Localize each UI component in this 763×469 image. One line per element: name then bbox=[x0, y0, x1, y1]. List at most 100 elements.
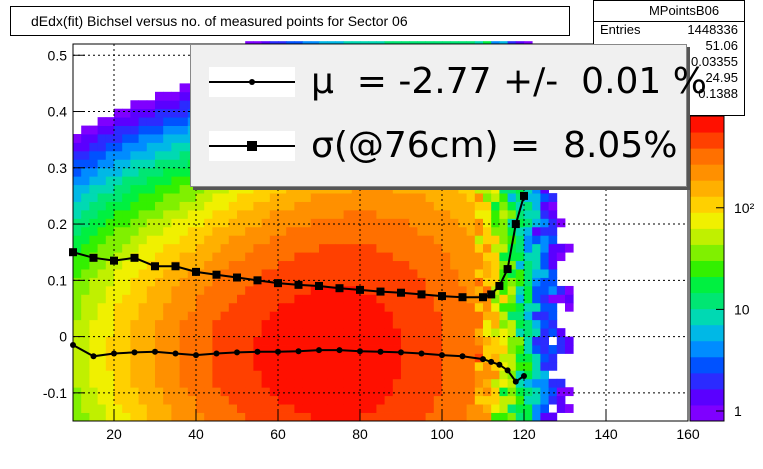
series-marker-sigma bbox=[458, 293, 467, 302]
heatmap-cell bbox=[163, 176, 172, 186]
heatmap-cell bbox=[138, 387, 148, 397]
heatmap-cell bbox=[548, 353, 558, 363]
chart-title: dEdx(fit) Bichsel versus no. of measured… bbox=[10, 6, 570, 36]
heatmap-cell bbox=[155, 395, 164, 405]
heatmap-cell bbox=[392, 387, 402, 397]
heatmap-cell bbox=[171, 345, 180, 354]
heatmap-cell bbox=[401, 361, 410, 371]
heatmap-cell bbox=[261, 184, 271, 194]
stats-value: 51.06 bbox=[705, 38, 738, 53]
heatmap-cell bbox=[278, 277, 287, 287]
heatmap-cell bbox=[81, 201, 90, 211]
heatmap-cell bbox=[466, 285, 476, 295]
series-marker-sigma bbox=[503, 265, 512, 274]
heatmap-cell bbox=[212, 353, 221, 363]
heatmap-cell bbox=[351, 353, 361, 363]
heatmap-cell bbox=[73, 184, 82, 194]
heatmap-cell bbox=[228, 269, 238, 278]
heatmap-cell bbox=[360, 226, 369, 236]
stats-row-entries: Entries 1448336 bbox=[594, 22, 744, 38]
heatmap-cell bbox=[261, 235, 271, 245]
heatmap-cell bbox=[524, 353, 533, 363]
heatmap-cell bbox=[245, 269, 254, 278]
heatmap-cell bbox=[417, 226, 426, 236]
heatmap-cell bbox=[442, 184, 451, 194]
heatmap-cell bbox=[532, 277, 541, 287]
heatmap-cell bbox=[204, 277, 213, 287]
heatmap-cell bbox=[73, 235, 82, 245]
heatmap-cell bbox=[466, 294, 476, 304]
heatmap-cell bbox=[212, 184, 221, 194]
heatmap-cell bbox=[171, 176, 180, 186]
heatmap-cell bbox=[146, 176, 156, 186]
heatmap-cell bbox=[327, 260, 336, 270]
heatmap-cell bbox=[73, 353, 82, 363]
heatmap-cell bbox=[548, 201, 558, 211]
heatmap-cell bbox=[433, 353, 443, 363]
heatmap-cell bbox=[155, 159, 164, 169]
heatmap-cell bbox=[450, 361, 459, 371]
heatmap-cell bbox=[73, 387, 82, 397]
heatmap-cell bbox=[97, 353, 107, 363]
heatmap-cell bbox=[343, 404, 353, 413]
heatmap-cell bbox=[515, 345, 525, 354]
heatmap-cell bbox=[565, 387, 574, 397]
heatmap-cell bbox=[89, 285, 98, 295]
heatmap-cell bbox=[146, 117, 156, 126]
heatmap-cell bbox=[433, 243, 443, 253]
heatmap-cell bbox=[319, 361, 328, 371]
heatmap-cell bbox=[261, 260, 271, 270]
heatmap-cell bbox=[458, 193, 467, 202]
heatmap-cell bbox=[179, 91, 189, 101]
heatmap-cell bbox=[376, 378, 385, 388]
heatmap-cell bbox=[319, 370, 328, 380]
heatmap-cell bbox=[335, 387, 344, 397]
heatmap-cell bbox=[163, 125, 172, 135]
heatmap-cell bbox=[212, 218, 221, 228]
heatmap-cell bbox=[269, 285, 279, 295]
heatmap-cell bbox=[155, 361, 164, 371]
heatmap-cell bbox=[220, 319, 230, 329]
heatmap-cell bbox=[458, 277, 467, 287]
heatmap-cell bbox=[392, 412, 402, 422]
heatmap-cell bbox=[319, 252, 328, 262]
heatmap-cell bbox=[310, 387, 320, 397]
stats-row: 0.1388 bbox=[594, 86, 744, 102]
heatmap-cell bbox=[179, 328, 189, 337]
heatmap-cell bbox=[187, 370, 197, 380]
series-marker-sigma bbox=[315, 281, 323, 290]
heatmap-cell bbox=[163, 235, 172, 245]
heatmap-cell bbox=[179, 159, 189, 169]
heatmap-cell bbox=[89, 209, 98, 219]
heatmap-cell bbox=[442, 311, 451, 321]
heatmap-cell bbox=[187, 235, 197, 245]
heatmap-cell bbox=[548, 285, 558, 295]
heatmap-cell bbox=[155, 319, 164, 329]
heatmap-cell bbox=[212, 345, 221, 354]
heatmap-cell bbox=[507, 412, 517, 422]
heatmap-cell bbox=[146, 395, 156, 405]
heatmap-cell bbox=[548, 209, 558, 219]
heatmap-cell bbox=[286, 277, 295, 287]
heatmap-cell bbox=[515, 226, 525, 236]
heatmap-cell bbox=[245, 277, 254, 287]
colorbar-segment bbox=[690, 324, 724, 342]
series-marker-sigma bbox=[520, 191, 528, 200]
heatmap-cell bbox=[253, 387, 262, 397]
heatmap-cell bbox=[458, 412, 467, 422]
heatmap-cell bbox=[155, 125, 164, 135]
heatmap-cell bbox=[540, 218, 549, 228]
heatmap-cell bbox=[114, 353, 123, 363]
heatmap-cell bbox=[245, 243, 254, 253]
heatmap-cell bbox=[466, 319, 476, 329]
heatmap-cell bbox=[278, 378, 287, 388]
heatmap-cell bbox=[515, 269, 525, 278]
heatmap-cell bbox=[146, 302, 156, 312]
heatmap-cell bbox=[122, 117, 131, 126]
heatmap-cell bbox=[89, 134, 98, 143]
heatmap-cell bbox=[515, 184, 525, 194]
heatmap-cell bbox=[228, 193, 238, 202]
heatmap-cell bbox=[376, 277, 385, 287]
heatmap-cell bbox=[401, 319, 410, 329]
heatmap-cell bbox=[319, 243, 328, 253]
